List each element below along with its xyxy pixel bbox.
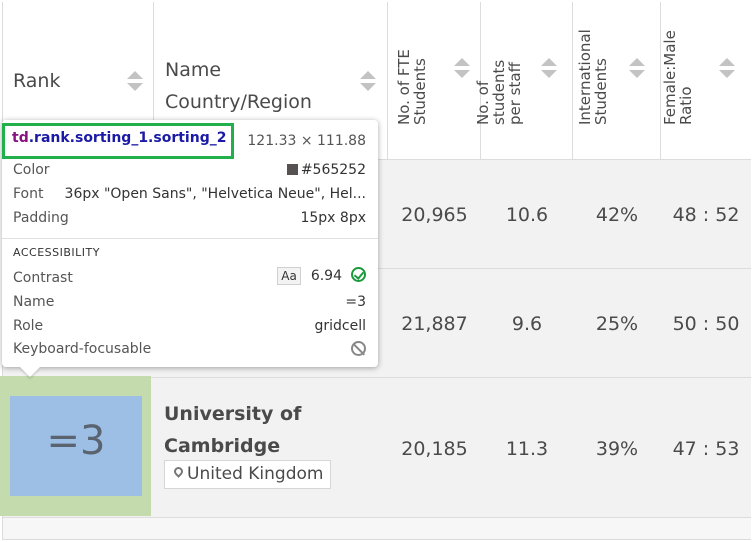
sort-arrows-icon[interactable] xyxy=(719,58,735,80)
female-male-ratio-value: 50 : 50 xyxy=(672,313,740,335)
element-size: 121.33 × 111.88 xyxy=(247,133,366,149)
column-header-fte-line1: No. of FTE xyxy=(395,49,413,125)
column-header-gender-line2: Ratio xyxy=(677,86,695,125)
country-badge[interactable]: United Kingdom xyxy=(164,460,332,489)
column-header-name-label: Name Country/Region xyxy=(165,54,312,118)
sort-arrows-icon[interactable] xyxy=(541,58,557,80)
column-header-gender-line1: Female:Male xyxy=(661,30,679,125)
role-label: Role xyxy=(13,318,44,334)
focusable-row: Keyboard-focusable xyxy=(13,341,366,361)
font-value: 36px "Open Sans", "Helvetica Neue", Hel.… xyxy=(64,186,366,202)
fte-students-value: 20,185 xyxy=(401,438,468,460)
rank-value: =3 xyxy=(46,418,106,464)
name-value: =3 xyxy=(345,294,366,310)
focusable-label: Keyboard-focusable xyxy=(13,341,152,357)
element-inspector-tooltip: td.rank.sorting_1.sorting_2 121.33 × 111… xyxy=(2,120,378,367)
name-row: Name =3 xyxy=(13,294,366,314)
column-header-ratio-line2: students xyxy=(489,59,508,125)
column-header-ratio-label: No. of students per staff xyxy=(473,59,524,125)
contrast-value: 6.94 xyxy=(310,268,342,284)
selector-tag: td xyxy=(12,130,29,146)
column-header-female-male-ratio[interactable]: Female:Male Ratio xyxy=(661,2,751,160)
international-students-value: 39% xyxy=(595,438,639,460)
column-header-intl-label: International Students xyxy=(575,29,610,125)
inspected-rank-content-box: =3 xyxy=(10,396,142,496)
female-male-ratio-value: 47 : 53 xyxy=(672,438,740,460)
color-value: #565252 xyxy=(300,162,366,178)
country-label: United Kingdom xyxy=(187,464,324,484)
padding-row: Padding 15px 8px xyxy=(13,210,366,230)
font-row: Font 36px "Open Sans", "Helvetica Neue",… xyxy=(13,186,366,206)
font-label: Font xyxy=(13,186,44,202)
column-header-rank-label: Rank xyxy=(13,70,61,92)
column-header-international-students[interactable]: International Students xyxy=(573,2,661,160)
fte-students-value: 20,965 xyxy=(401,204,468,226)
selector-classes: .rank.sorting_1.sorting_2 xyxy=(28,130,227,146)
inspected-rank-cell[interactable]: =3 xyxy=(0,376,151,516)
students-per-staff-value: 9.6 xyxy=(511,313,543,335)
contrast-row: Contrast Aa 6.94 xyxy=(13,267,366,290)
column-header-intl-line1: International xyxy=(575,29,594,125)
padding-value: 15px 8px xyxy=(300,210,366,226)
students-per-staff-value: 11.3 xyxy=(505,438,549,460)
no-entry-icon xyxy=(351,341,366,356)
table-row[interactable] xyxy=(3,518,751,540)
contrast-badge: Aa xyxy=(277,267,301,285)
accessibility-heading: ACCESSIBILITY xyxy=(13,246,100,259)
sort-arrows-icon[interactable] xyxy=(454,58,470,80)
university-name[interactable]: University of Cambridge xyxy=(164,398,364,462)
column-header-gender-label: Female:Male Ratio xyxy=(661,30,695,125)
color-row: Color #565252 xyxy=(13,162,366,182)
international-students-value: 25% xyxy=(595,313,639,335)
color-value-wrap: #565252 xyxy=(286,162,366,178)
section-divider xyxy=(2,238,378,239)
contrast-label: Contrast xyxy=(13,270,73,286)
university-name-line1: University of xyxy=(164,403,302,425)
column-header-intl-line2: Students xyxy=(591,58,610,125)
column-header-ratio-line1: No. of xyxy=(473,80,492,125)
column-header-fte-line2: Students xyxy=(411,58,429,125)
column-header-ratio-line3: per staff xyxy=(505,62,524,125)
female-male-ratio-value: 48 : 52 xyxy=(672,204,740,226)
sort-arrows-icon[interactable] xyxy=(127,71,143,93)
color-swatch-icon xyxy=(286,164,298,175)
column-header-fte-students[interactable]: No. of FTE Students xyxy=(388,2,481,160)
selector-highlight-box xyxy=(2,123,234,159)
role-value: gridcell xyxy=(314,318,366,334)
column-header-name-line1: Name xyxy=(165,59,222,81)
column-header-fte-label: No. of FTE Students xyxy=(395,49,429,125)
fte-students-value: 21,887 xyxy=(401,313,468,335)
sort-arrows-icon[interactable] xyxy=(360,71,376,93)
role-row: Role gridcell xyxy=(13,318,366,338)
element-selector: td.rank.sorting_1.sorting_2 xyxy=(12,130,226,146)
column-header-students-per-staff[interactable]: No. of students per staff xyxy=(474,2,573,160)
map-pin-icon xyxy=(174,467,183,480)
color-label: Color xyxy=(13,162,50,178)
name-label: Name xyxy=(13,294,55,310)
university-name-line2: Cambridge xyxy=(164,435,281,457)
students-per-staff-value: 10.6 xyxy=(505,204,549,226)
column-header-name-line2: Country/Region xyxy=(165,91,312,113)
check-circle-icon xyxy=(351,267,366,282)
international-students-value: 42% xyxy=(595,204,639,226)
sort-arrows-icon[interactable] xyxy=(629,58,645,80)
padding-label: Padding xyxy=(13,210,69,226)
contrast-value-wrap: Aa 6.94 xyxy=(277,267,366,285)
focusable-value xyxy=(351,341,366,358)
